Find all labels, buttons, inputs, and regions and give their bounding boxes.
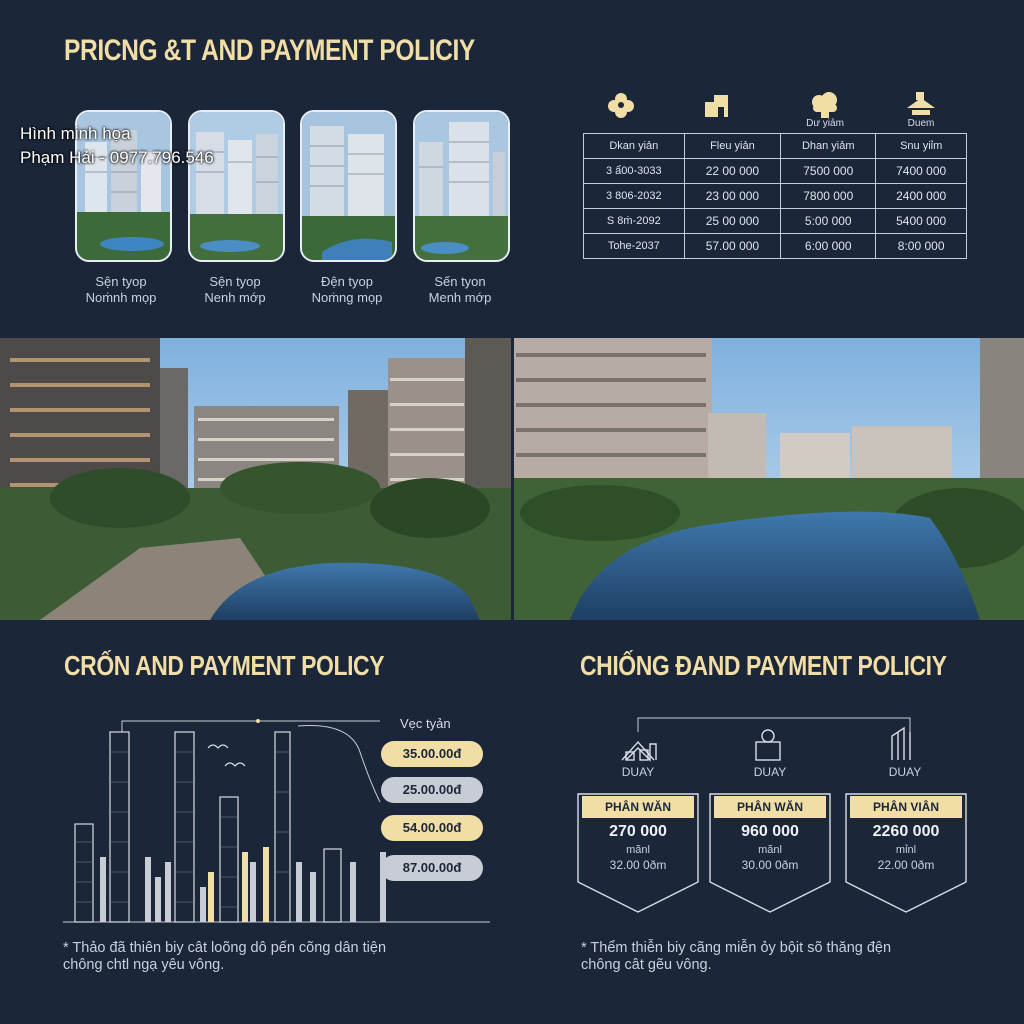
unit-thumbnail-3[interactable] [300,110,397,262]
table-cell: 3 806-2032 [583,183,685,209]
card-title: PHÂN WĂN [714,796,826,818]
card-title: PHÂN WĂN [582,796,694,818]
caption-line: Sến tyon [434,274,486,289]
card-subvalue: 32.00 0ðm [609,858,667,872]
plan-label: DUAY [621,765,655,779]
table-header-row: Dkan yiản Fleu yiản Dhan yiảm Snu yiỉm [583,133,967,159]
table-cell: 8:00 000 [875,233,967,259]
caption-line: Noṁng mọp [311,290,383,305]
table-row: S 8ṁ-2092 25 00 000 5:00 000 5400 000 [583,208,967,234]
price-pill: 25.00.00đ [381,777,483,803]
table-cell: 5:00 000 [780,208,877,234]
footnote-line: chông chtl ngạ yêu vông. [63,957,225,973]
table-icon-label: Dư yiảm [806,118,844,129]
unit-caption-1: Sện tyop Noṁnh mọp [66,274,176,306]
legend-label: Vẹc tyản [400,716,451,731]
section3-title: CHIỐNG ĐAND PAYMENT POLICIY [580,650,947,681]
table-cell: 5400 000 [875,208,967,234]
price-pill: 87.00.00đ [381,855,483,881]
watermark-line: Phạm Hải - 0977.796.546 [20,148,214,167]
table-header-cell: Dhan yiảm [780,133,877,159]
table-cell: 6:00 000 [780,233,877,259]
table-cell: 7400 000 [875,158,967,184]
table-cell: 22 00 000 [683,158,782,184]
unit-caption-2: Sện tyop Nenh mớp [180,274,290,306]
table-cell: 7800 000 [780,183,877,209]
unit-thumbnail-1[interactable] [75,110,172,262]
caption-line: Sện tyop [209,274,261,289]
payment-cards-frame [577,717,967,913]
caption-line: Nenh mớp [204,290,266,305]
hero-panorama-image [0,338,1024,620]
table-row: 3 ẩ00-3033 22 00 000 7500 000 7400 000 [583,158,967,184]
card-subvalue: 22.00 0ðm [877,858,935,872]
table-cell: 23 00 000 [683,183,782,209]
payment-card-2[interactable]: PHÂN WĂN 960 000 mãnl 30.00 0ðm [710,792,830,912]
footnote-line: * Thểm thiễn biy cãng miễn ỏy bộit sõ th… [581,940,892,956]
card-unit: mỉnl [895,844,917,856]
unit-thumbnail-4[interactable] [413,110,510,262]
card-value: 270 000 [609,823,667,840]
table-cell: Tohe-2037 [583,233,685,259]
price-pill: 35.00.00đ [381,741,483,767]
price-pill: 54.00.00đ [381,815,483,841]
watermark: Hình minh họa Phạm Hải - 0977.796.546 [20,122,214,170]
table-cell: 7500 000 [780,158,877,184]
thumbnail-image [77,112,170,260]
card-unit: mãnl [626,844,650,856]
table-cell: 3 ẩ00-3033 [583,158,685,184]
pricing-title: PRICNG &T AND PAYMENT POLICIY [64,34,475,67]
unit-caption-4: Sến tyon Menh mớp [405,274,515,306]
unit-caption-3: Đện tyop Noṁng mọp [292,274,402,306]
plan-label: DUAY [888,765,922,779]
caption-line: Noṁnh mọp [85,290,157,305]
caption-line: Menh mớp [428,290,492,305]
section2-footnote: * Thảo đã thiên biy cât loõng dô pến cõn… [63,940,386,974]
house-icon [705,95,728,117]
flower-icon [608,93,634,118]
card-value: 960 000 [741,823,799,840]
thumbnail-image [415,112,508,260]
card-unit: mãnl [758,844,782,856]
table-cell: S 8ṁ-2092 [583,208,685,234]
unit-thumbnail-2[interactable] [188,110,285,262]
footnote-line: chông cât gẽu vông. [581,957,712,973]
table-header-cell: Snu yiỉm [875,133,967,159]
payment-card-3[interactable]: PHÂN VIÂN 2260 000 mỉnl 22.00 0ðm [846,792,966,912]
cloud-icon [812,92,837,118]
section2-title: CRỐN AND PAYMENT POLICY [64,650,385,681]
table-cell: 57.00 000 [683,233,782,259]
footnote-line: * Thảo đã thiên biy cât loõng dô pến cõn… [63,940,387,956]
watermark-line: Hình minh họa [20,124,131,143]
card-subvalue: 30.00 0ðm [741,858,799,872]
payment-card-1[interactable]: PHÂN WĂN 270 000 mãnl 32.00 0ðm [578,792,698,912]
card-value: 2260 000 [872,823,940,840]
thumbnail-image [190,112,283,260]
roof-icon [907,92,935,115]
plan-label: DUAY [753,765,787,779]
table-header-cell: Fleu yiản [683,133,782,159]
table-cell: 25 00 000 [683,208,782,234]
building-chart-illustration [63,719,490,923]
table-icon-label: Duem [907,118,935,129]
table-row: Tohe-2037 57.00 000 6:00 000 8:00 000 [583,233,967,259]
card-title: PHÂN VIÂN [850,796,962,818]
table-cell: 2400 000 [875,183,967,209]
table-header-cell: Dkan yiản [583,133,685,159]
caption-line: Sện tyop [95,274,147,289]
table-row: 3 806-2032 23 00 000 7800 000 2400 000 [583,183,967,209]
price-table: Dkan yiản Fleu yiản Dhan yiảm Snu yiỉm 3… [583,133,967,259]
caption-line: Đện tyop [320,274,374,289]
section3-footnote: * Thểm thiễn biy cãng miễn ỏy bộit sõ th… [581,940,891,974]
thumbnail-image [302,112,395,260]
